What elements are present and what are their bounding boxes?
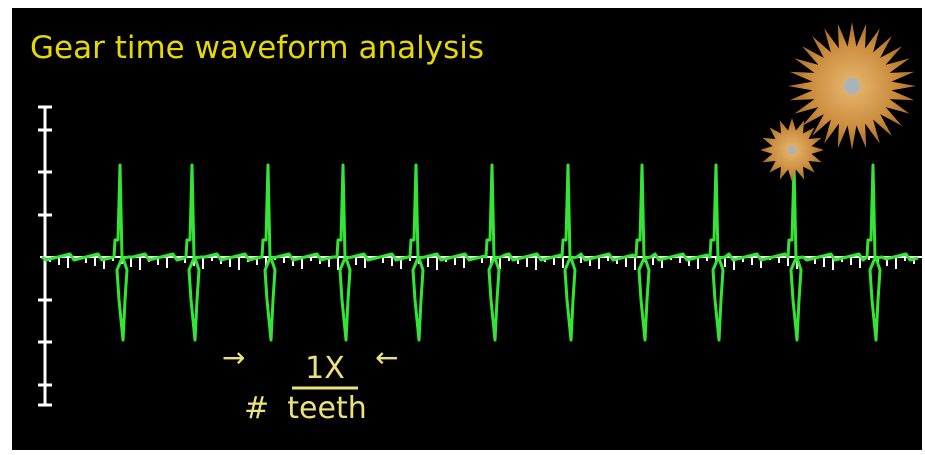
denominator: teeth <box>287 391 366 426</box>
panel <box>12 8 922 450</box>
waveform-illustration: Gear time waveform analysis → 1X ← # tee… <box>0 0 925 455</box>
title: Gear time waveform analysis <box>30 30 484 66</box>
gear-hub <box>844 78 861 95</box>
numerator: 1X <box>305 351 345 386</box>
right-arrow: ← <box>375 341 398 374</box>
page: Gear time waveform analysis → 1X ← # tee… <box>0 0 925 455</box>
left-arrow: → <box>222 341 245 374</box>
prefix: # <box>244 391 269 426</box>
gear-hub <box>788 146 796 154</box>
